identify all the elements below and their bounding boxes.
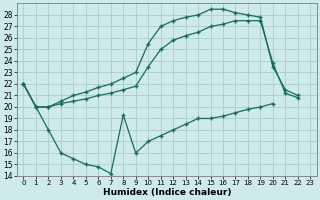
X-axis label: Humidex (Indice chaleur): Humidex (Indice chaleur) [103, 188, 231, 197]
